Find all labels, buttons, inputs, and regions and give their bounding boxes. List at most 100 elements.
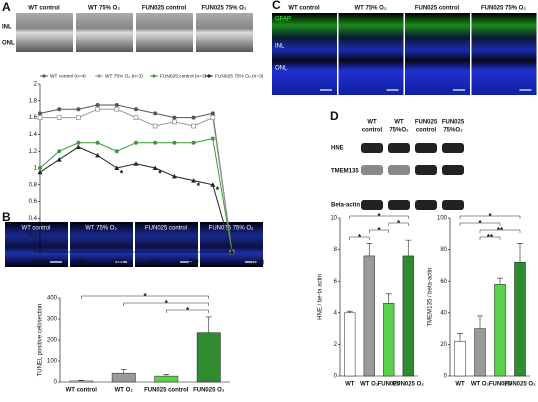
y-axis-label: TMEM135 / beta-actin (428, 267, 434, 326)
y-tick-label: 0.8 (29, 182, 38, 188)
x-tick-label: 800 (150, 260, 161, 266)
blot-band (442, 200, 464, 210)
row-label: INL (2, 25, 12, 31)
micrograph-label: WT 75% O₂ (354, 6, 386, 12)
legend-marker (97, 74, 101, 78)
significance-bracket (123, 302, 209, 306)
micrograph (338, 13, 404, 95)
y-tick-label: 8 (334, 247, 338, 253)
marker (152, 165, 158, 170)
significance-label: * (120, 168, 124, 178)
legend-label: WT control (n=4) (50, 73, 86, 79)
marker (134, 140, 138, 145)
error-bar (477, 315, 483, 329)
bar (402, 255, 414, 377)
error-bar (366, 242, 373, 256)
micrograph-label: FUN025 75% O₂ (201, 6, 246, 12)
marker (56, 157, 62, 162)
marker (76, 107, 81, 112)
error-bar (457, 333, 463, 342)
legend-marker (42, 74, 46, 78)
significance-label: * (158, 168, 162, 178)
blot-column-label: control (362, 128, 383, 134)
blot-column-label: WT (367, 120, 377, 126)
micrograph-label: FUN025 75% O₂ (209, 226, 254, 232)
marker (75, 144, 81, 149)
y-tick-label: 0.4 (29, 216, 38, 222)
significance-label: * (358, 233, 362, 242)
blot-band (388, 143, 410, 153)
y-tick-label: 4 (334, 310, 338, 316)
x-tick-label: 2000 (33, 260, 47, 266)
micrograph (200, 222, 263, 267)
y-tick-label: 0.2 (29, 233, 38, 239)
error-bar (120, 369, 127, 374)
y-tick-label: 200 (47, 338, 58, 344)
significance-label: ** (497, 226, 504, 235)
y-axis-label: TUNEL positive cell/section (38, 304, 44, 377)
marker (133, 161, 139, 166)
micrograph-label: WT control (22, 226, 51, 232)
bar (196, 332, 221, 383)
marker (38, 166, 42, 170)
micrograph-label: WT control (28, 6, 60, 12)
y-tick-label: 60 (440, 279, 447, 285)
significance-label: * (216, 185, 220, 195)
marker (171, 173, 177, 179)
y-tick-label: 80 (440, 247, 447, 253)
marker (172, 140, 177, 145)
blot-band (361, 165, 383, 175)
marker (37, 169, 43, 175)
x-tick-label: 1600 (72, 260, 86, 266)
significance-bracket (459, 215, 521, 219)
error-bar (517, 242, 523, 263)
y-tick-label: 1.4 (29, 132, 38, 138)
significance-label: * (165, 299, 169, 308)
error-bar (385, 293, 392, 304)
marker (229, 249, 235, 254)
legend-marker (152, 74, 156, 78)
x-tick-label: FUN025 O₂ (193, 388, 225, 394)
marker (114, 149, 119, 154)
y-tick-label: 6 (334, 279, 338, 285)
significance-label: ** (487, 233, 494, 242)
y-tick-label: 1.8 (29, 98, 38, 104)
marker (114, 103, 119, 107)
significance-bracket (349, 236, 370, 240)
y-tick-label: 300 (47, 317, 58, 323)
y-tick-label: 20 (440, 342, 447, 348)
y-tick-label: 0 (34, 250, 38, 256)
micrograph (76, 13, 133, 52)
x-tick-label: FUN025 (378, 382, 401, 388)
error-bar (78, 380, 85, 381)
micrograph (136, 13, 193, 52)
y-tick-label: 10 (330, 216, 337, 222)
x-axis-label: (μm) (252, 260, 264, 266)
x-tick-label: FUN025 (489, 382, 512, 388)
significance-label: * (377, 226, 381, 235)
marker (95, 152, 101, 158)
micrograph (135, 222, 198, 267)
blot-band (388, 200, 410, 210)
blot-column-label: FUN025 (442, 120, 465, 126)
blot-row-label: HNE (331, 146, 344, 152)
micrograph-label: FUN025 control (142, 6, 187, 12)
x-tick-label: 400 (189, 260, 200, 266)
significance-label: * (377, 212, 381, 221)
y-tick-label: 0 (54, 380, 58, 386)
micrograph-label: WT 75% O₂ (85, 226, 117, 232)
significance-bracket (388, 222, 409, 226)
blot-column-label: 75%O₂ (389, 128, 409, 134)
marker (210, 115, 216, 120)
marker (114, 106, 120, 112)
error-bar (205, 316, 212, 333)
blot-column-label: FUN025 (415, 120, 438, 126)
panel-label: B (2, 210, 11, 224)
blot-band (361, 143, 383, 153)
significance-bracket (166, 309, 209, 313)
micrograph-label: FUN025 control (145, 226, 187, 232)
marker (210, 182, 216, 187)
x-tick-label: WT (455, 382, 465, 388)
y-tick-label: 0.6 (29, 199, 38, 205)
